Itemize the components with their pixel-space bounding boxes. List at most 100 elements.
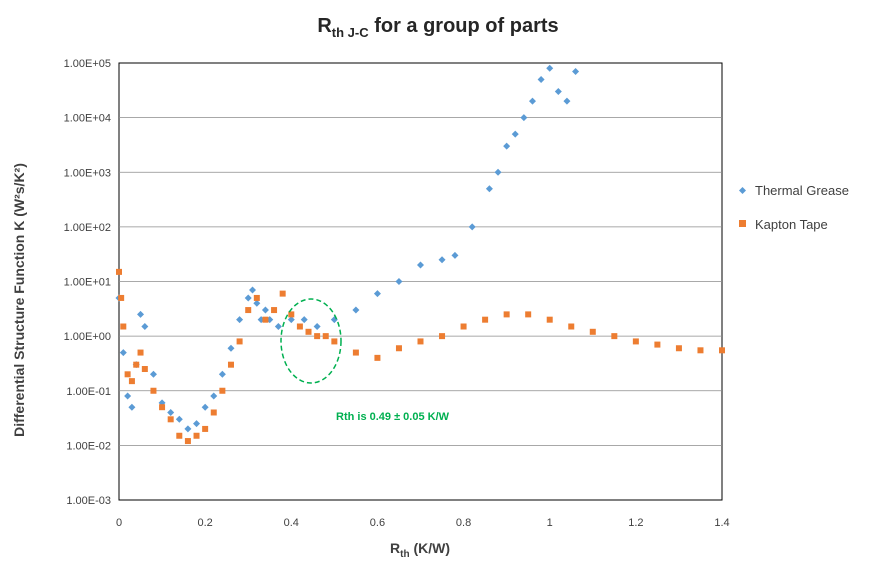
x-tick-label: 1 <box>547 517 553 529</box>
data-point <box>128 378 135 385</box>
data-point <box>417 338 424 345</box>
data-point <box>253 299 261 307</box>
data-point <box>279 290 286 297</box>
data-point <box>249 286 257 294</box>
data-point <box>675 345 682 352</box>
data-point <box>184 425 192 433</box>
data-point <box>219 387 226 394</box>
data-point <box>133 361 140 368</box>
data-point <box>520 114 528 122</box>
data-point <box>184 438 191 445</box>
data-point <box>373 290 381 298</box>
data-point <box>218 370 226 378</box>
data-point <box>572 67 580 75</box>
x-tick-label: 1.4 <box>714 517 729 529</box>
data-point <box>395 278 403 285</box>
data-point <box>120 323 127 330</box>
grid-lines <box>119 117 722 446</box>
data-point <box>374 354 381 361</box>
legend-item-thermal-grease: Thermal Grease <box>739 183 849 198</box>
y-tick-label: 1.00E-03 <box>66 495 111 507</box>
data-point <box>300 316 308 324</box>
data-point <box>697 347 704 354</box>
legend-item-kapton-tape: Kapton Tape <box>739 217 828 232</box>
data-point <box>417 261 424 269</box>
data-point <box>141 366 148 373</box>
data-point <box>395 345 402 352</box>
data-point <box>451 251 459 259</box>
data-point <box>494 168 502 176</box>
data-point <box>245 307 252 314</box>
data-point <box>331 338 338 345</box>
data-point <box>719 347 725 354</box>
data-point <box>482 316 489 323</box>
y-tick-label: 1.00E-01 <box>66 386 111 398</box>
x-tick-label: 0.6 <box>370 517 385 529</box>
data-point <box>137 310 145 318</box>
series-points <box>115 64 725 445</box>
data-point <box>554 88 562 96</box>
series-thermal-grease <box>115 64 580 433</box>
data-point <box>210 409 217 416</box>
data-point <box>528 97 536 105</box>
data-point <box>314 333 321 340</box>
data-point <box>193 432 200 439</box>
data-point <box>589 328 596 335</box>
data-point <box>137 349 144 356</box>
data-point <box>253 294 260 301</box>
data-point <box>128 403 136 411</box>
data-point <box>511 130 519 138</box>
data-point <box>632 338 639 345</box>
data-point <box>439 333 446 340</box>
data-point <box>141 323 149 331</box>
data-point <box>124 392 132 400</box>
data-point <box>654 341 661 348</box>
x-tick-label: 0.4 <box>284 517 299 529</box>
data-point <box>244 294 252 302</box>
data-point <box>118 294 125 301</box>
y-tick-label: 1.00E+00 <box>64 331 111 343</box>
annotation-text: Rth is 0.49 ± 0.05 K/W <box>336 411 450 423</box>
legend-marker-kapton-tape <box>739 220 746 227</box>
x-axis-title: Rth (K/W) <box>390 540 450 560</box>
data-point <box>503 311 510 318</box>
data-point <box>503 142 511 150</box>
data-point <box>468 223 476 231</box>
data-point <box>546 316 553 323</box>
data-point <box>202 425 209 432</box>
data-point <box>611 333 618 340</box>
data-point <box>150 387 157 394</box>
x-tick-labels: 0 0.2 0.4 0.6 0.8 1 1.2 1.4 <box>116 517 730 529</box>
data-point <box>460 323 467 330</box>
legend-label-kapton-tape: Kapton Tape <box>755 217 828 232</box>
data-point <box>305 328 312 335</box>
data-point <box>274 323 282 331</box>
data-point <box>287 316 295 324</box>
data-point <box>159 404 166 411</box>
y-tick-label: 1.00E+04 <box>64 113 111 125</box>
data-point <box>262 316 269 323</box>
data-point <box>236 338 243 345</box>
data-point <box>227 361 234 368</box>
data-point <box>288 311 295 318</box>
x-tick-label: 1.2 <box>628 517 643 529</box>
legend-label-thermal-grease: Thermal Grease <box>755 183 849 198</box>
x-tick-label: 0.2 <box>197 517 212 529</box>
data-point <box>352 349 359 356</box>
y-tick-label: 1.00E+05 <box>64 58 111 70</box>
y-tick-label: 1.00E-02 <box>66 440 111 452</box>
legend: Thermal Grease Kapton Tape <box>739 183 849 232</box>
data-point <box>313 323 321 331</box>
y-tick-label: 1.00E+02 <box>64 222 111 234</box>
x-tick-label: 0 <box>116 517 122 529</box>
data-point <box>271 307 278 314</box>
y-tick-label: 1.00E+03 <box>64 167 111 179</box>
data-point <box>119 349 127 357</box>
y-tick-labels: 1.00E-03 1.00E-02 1.00E-01 1.00E+00 1.00E+01… <box>64 58 111 507</box>
data-point <box>193 420 201 428</box>
series-kapton-tape <box>116 268 725 445</box>
data-point <box>176 432 183 439</box>
data-point <box>201 403 209 411</box>
